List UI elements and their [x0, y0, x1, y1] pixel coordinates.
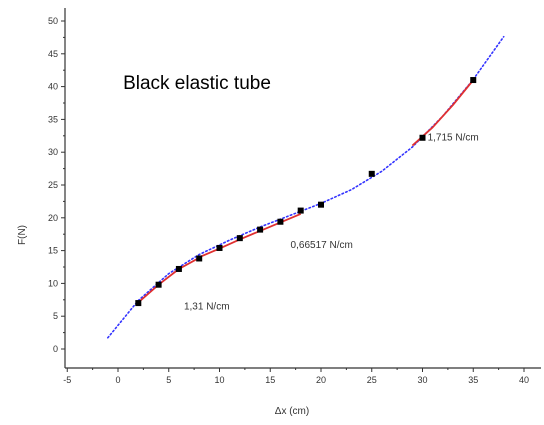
y-tick-label: 35	[48, 114, 58, 124]
x-tick-label: 10	[214, 375, 224, 385]
data-point	[318, 201, 324, 208]
x-tick-label: 20	[316, 375, 326, 385]
y-tick-label: 15	[48, 246, 58, 256]
x-tick-label: 0	[115, 375, 120, 385]
data-point	[297, 207, 304, 214]
data-point	[277, 218, 284, 225]
y-tick-label: 5	[53, 311, 58, 321]
linear-fit-segment	[137, 257, 200, 304]
data-point	[155, 281, 162, 288]
data-point	[257, 226, 264, 233]
y-tick-label: 20	[48, 213, 58, 223]
y-axis-title: F(N)	[17, 225, 28, 245]
y-tick-label: 45	[48, 49, 58, 59]
data-point	[470, 77, 477, 84]
slope-annotation: 1,31 N/cm	[184, 302, 230, 313]
y-tick-label: 30	[48, 147, 58, 157]
data-point	[236, 235, 243, 242]
data-point	[175, 265, 182, 272]
chart-label: Black elastic tube	[123, 73, 271, 94]
slope-annotation: 0,66517 N/cm	[291, 240, 353, 251]
linear-fit-segment	[198, 213, 302, 259]
series-layer	[107, 35, 505, 339]
x-tick-label: -5	[63, 375, 71, 385]
y-tick-label: 40	[48, 82, 58, 92]
x-axis-title: Δx (cm)	[275, 406, 309, 417]
y-tick-label: 50	[48, 16, 58, 26]
data-point	[216, 244, 223, 251]
annotation-layer: Black elastic tube 1,715 N/cm 0,66517 N/cm…	[123, 73, 479, 312]
y-tick-label: 10	[48, 278, 58, 288]
axes: 0 5 10 15 20 25 30 35 40 45 50 -5 0 5 10 15 20 25 30 35 40	[48, 8, 541, 385]
y-tick-label: 0	[53, 344, 58, 354]
x-tick-label: 25	[367, 375, 377, 385]
data-point	[196, 255, 203, 262]
x-tick-label: 30	[417, 375, 427, 385]
y-tick-label: 25	[48, 180, 58, 190]
x-tick-label: 15	[265, 375, 275, 385]
x-tick-label: 35	[468, 375, 478, 385]
slope-annotation: 1,715 N/cm	[428, 132, 479, 143]
x-tick-label: 5	[166, 375, 171, 385]
data-point	[368, 170, 375, 177]
data-point	[419, 134, 426, 141]
x-tick-label: 40	[519, 375, 529, 385]
data-point	[135, 300, 142, 307]
